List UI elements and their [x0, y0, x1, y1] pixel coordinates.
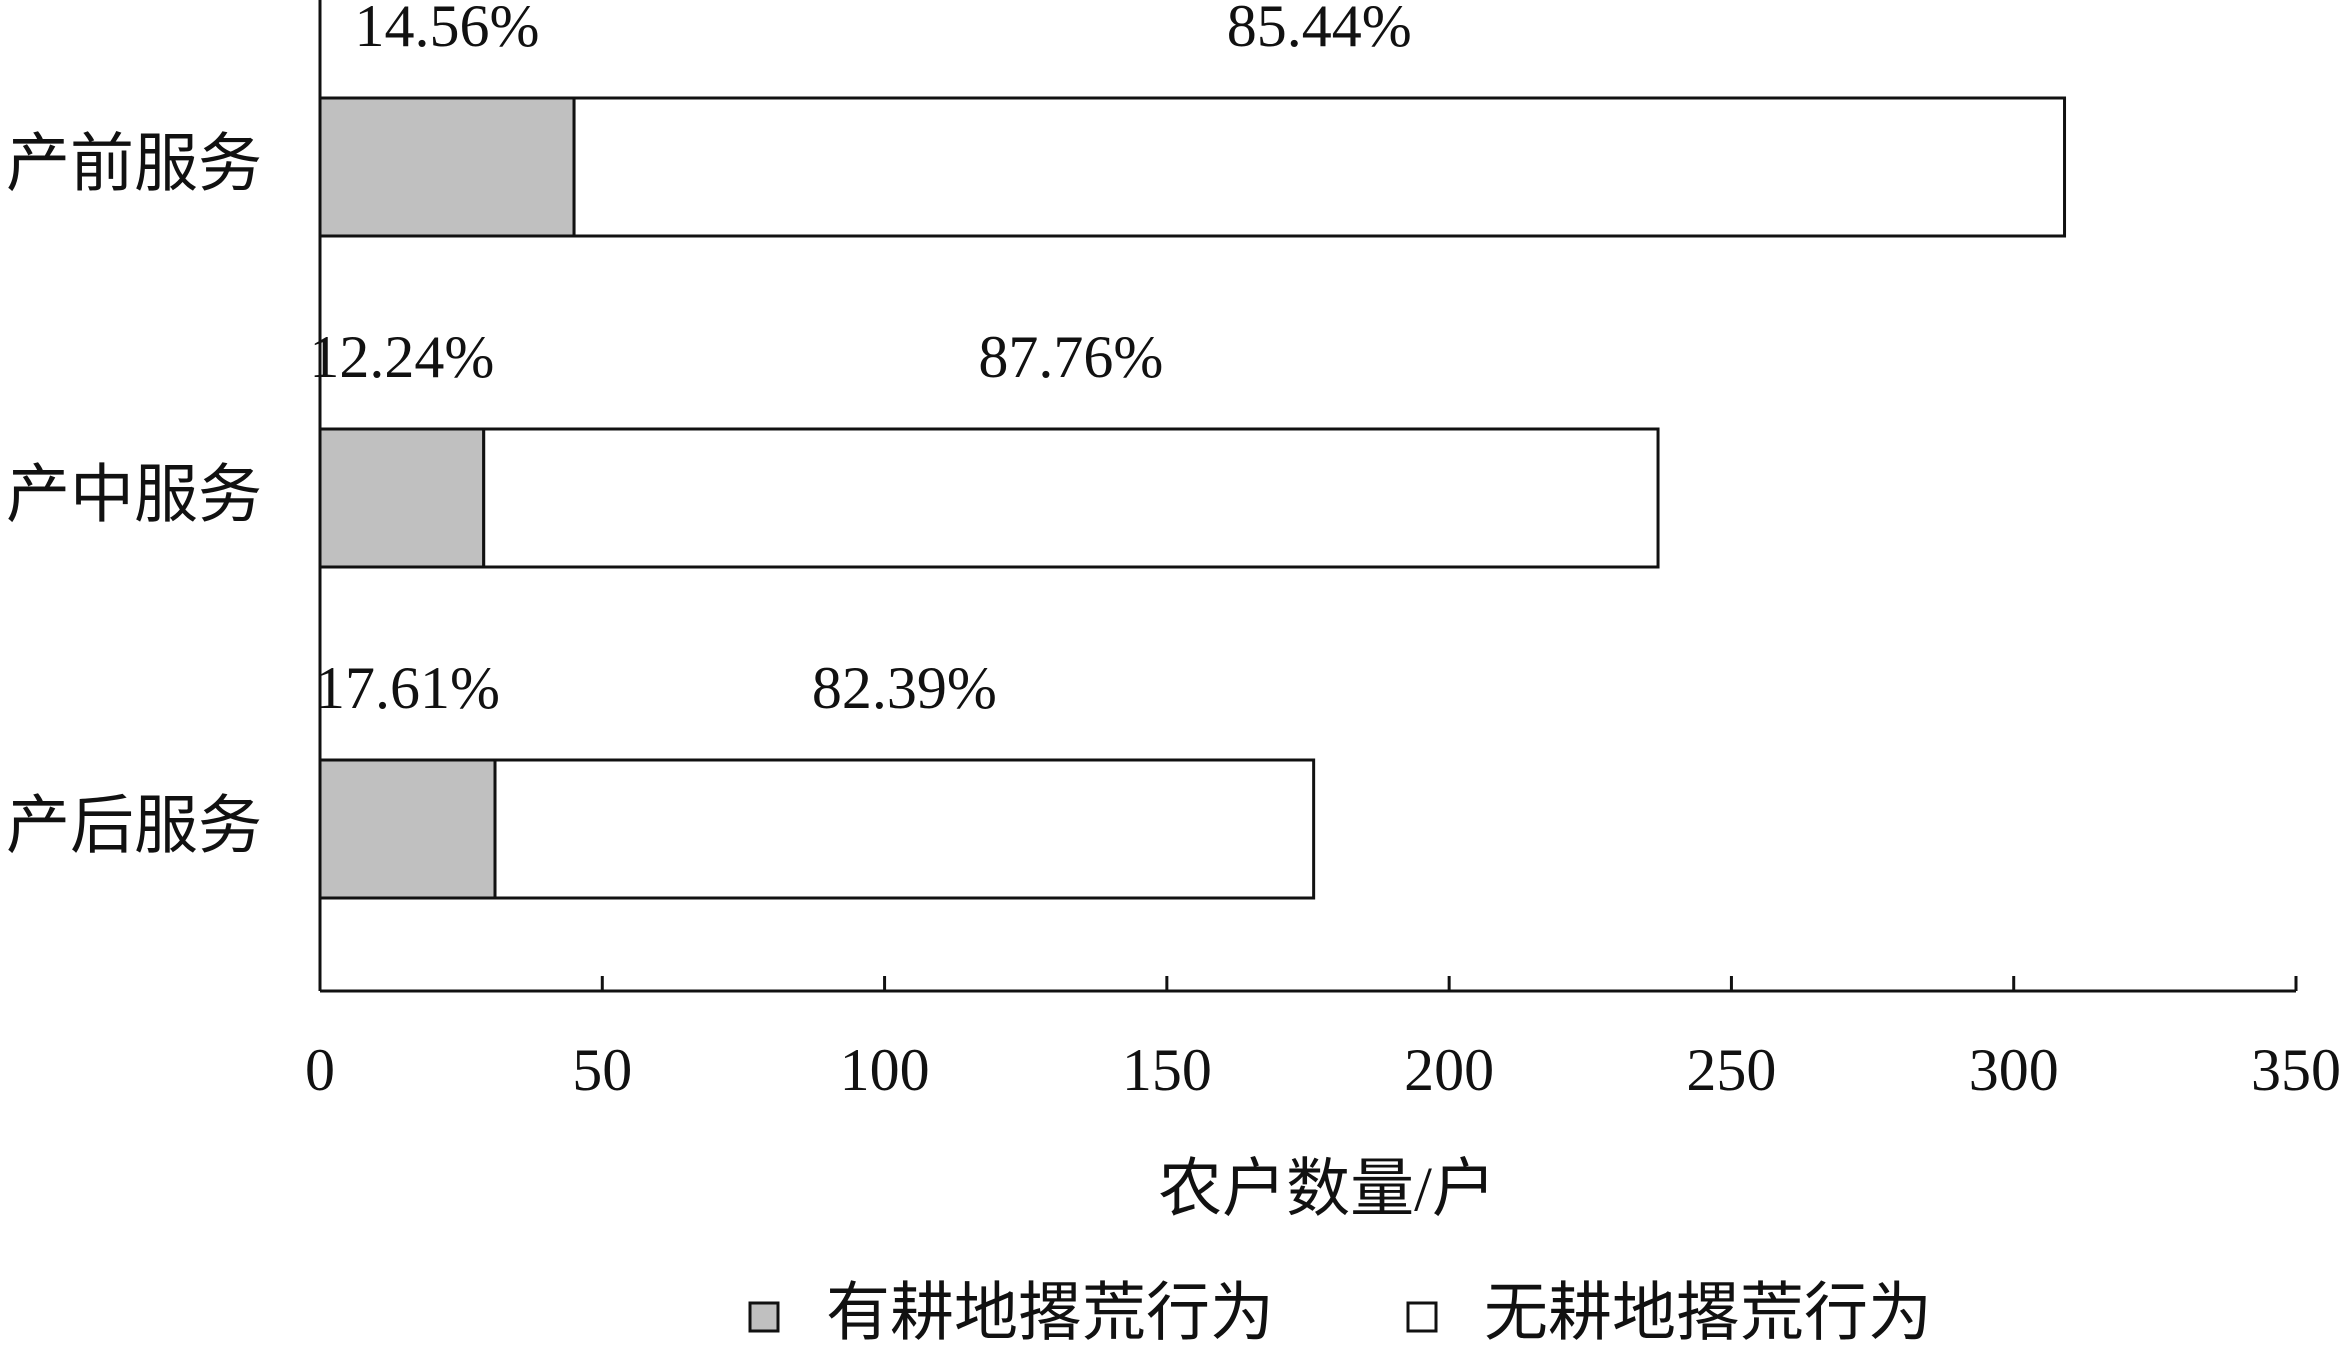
legend-swatch — [1406, 1301, 1438, 1333]
segment-label: 82.39% — [812, 655, 997, 721]
bar-segment — [318, 427, 486, 569]
bar-segment — [318, 758, 497, 900]
bar-segment — [318, 96, 576, 238]
bar-segment — [572, 96, 2067, 238]
x-tick-label: 50 — [572, 1037, 632, 1103]
bar-segment — [493, 758, 1316, 900]
x-tick-label: 300 — [1969, 1037, 2059, 1103]
x-tick-label: 150 — [1122, 1037, 1212, 1103]
segment-label: 12.24% — [309, 324, 494, 390]
legend-label: 有耕地撂荒行为 — [826, 1278, 1274, 1349]
x-tick-label: 250 — [1686, 1037, 1776, 1103]
x-tick-label: 100 — [840, 1037, 930, 1103]
segment-label: 14.56% — [355, 0, 540, 59]
legend-label: 无耕地撂荒行为 — [1484, 1278, 1932, 1349]
legend-swatch — [748, 1301, 780, 1333]
category-label: 产前服务 — [6, 129, 262, 200]
segment-label: 87.76% — [978, 324, 1163, 390]
segment-label: 85.44% — [1227, 0, 1412, 59]
x-tick-label: 200 — [1404, 1037, 1494, 1103]
x-axis-title: 农户数量/户 — [1158, 1154, 1496, 1225]
segment-label: 17.61% — [315, 655, 500, 721]
x-tick-label: 350 — [2251, 1037, 2341, 1103]
x-tick-label: 0 — [305, 1037, 335, 1103]
category-label: 产中服务 — [6, 460, 262, 531]
category-label: 产后服务 — [6, 791, 262, 862]
bar-segment — [482, 427, 1660, 569]
